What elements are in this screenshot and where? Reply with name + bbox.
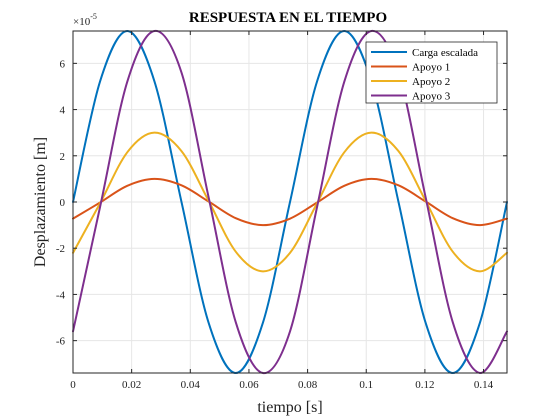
svg-text:×10-5: ×10-5 (73, 12, 97, 28)
y-tick-label: -2 (56, 243, 65, 255)
x-tick-label: 0.04 (181, 379, 201, 391)
x-tick-label: 0.12 (415, 379, 434, 391)
x-tick-label: 0.02 (122, 379, 141, 391)
y-tick-label: 6 (60, 58, 66, 70)
legend-label: Apoyo 3 (412, 91, 451, 103)
x-tick-label: 0.14 (474, 379, 494, 391)
legend-label: Apoyo 1 (412, 62, 450, 74)
y-tick-label: 2 (60, 151, 66, 163)
tick-layer: 0 0.02 0.04 0.06 0.08 0.1 0.12 0.14 -6 -4 -2 0 2 4 6 (56, 31, 507, 391)
legend: Carga escalada Apoyo 1 Apoyo 2 Apoyo 3 (365, 41, 498, 104)
legend-label: Apoyo 2 (412, 76, 450, 88)
series-line-carga-escalada (72, 30, 508, 374)
chart-title: RESPUESTA EN EL TIEMPO (189, 10, 387, 26)
series-line-apoyo-3 (72, 29, 508, 375)
series-line-apoyo-1 (72, 177, 508, 227)
y-exponent-power: -5 (90, 12, 97, 21)
series-line-apoyo-2 (72, 131, 508, 273)
legend-label: Carga escalada (412, 47, 478, 59)
y-tick-label: 0 (60, 197, 66, 209)
y-tick-label: -4 (56, 289, 66, 301)
series-layer (72, 29, 508, 375)
y-exponent-label: ×10-5 (73, 12, 97, 28)
x-tick-label: 0.08 (298, 379, 318, 391)
x-tick-label: 0.1 (359, 379, 373, 391)
x-tick-label: 0 (70, 379, 76, 391)
y-tick-label: 4 (60, 105, 66, 117)
y-exponent-base: ×10 (73, 16, 91, 28)
x-axis-label: tiempo [s] (257, 399, 322, 416)
y-tick-label: -6 (56, 336, 66, 348)
x-tick-label: 0.06 (239, 379, 259, 391)
y-axis-label: Desplazamiento [m] (32, 137, 49, 267)
